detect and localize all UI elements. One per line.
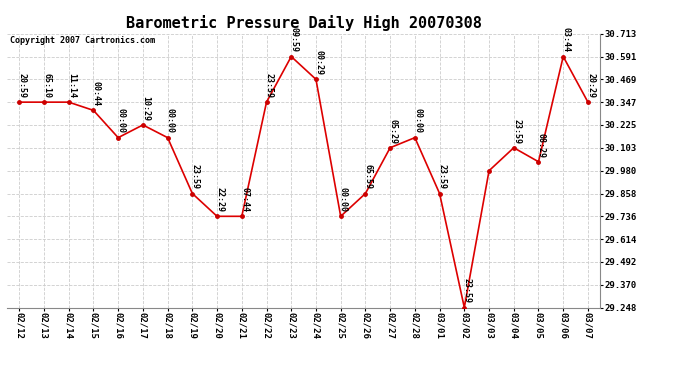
Text: 09:59: 09:59 — [290, 27, 299, 53]
Text: 00:29: 00:29 — [314, 50, 323, 75]
Text: 05:29: 05:29 — [388, 118, 397, 144]
Text: 10:29: 10:29 — [141, 96, 150, 121]
Text: 07:44: 07:44 — [240, 187, 249, 212]
Text: 23:59: 23:59 — [265, 73, 274, 98]
Text: 23:59: 23:59 — [438, 164, 447, 189]
Title: Barometric Pressure Daily High 20070308: Barometric Pressure Daily High 20070308 — [126, 15, 482, 31]
Text: 03:44: 03:44 — [562, 27, 571, 53]
Text: 00:00: 00:00 — [339, 187, 348, 212]
Text: Copyright 2007 Cartronics.com: Copyright 2007 Cartronics.com — [10, 36, 155, 45]
Text: 23:59: 23:59 — [462, 278, 471, 303]
Text: 23:59: 23:59 — [512, 118, 521, 144]
Text: 00:00: 00:00 — [166, 108, 175, 134]
Text: 22:29: 22:29 — [215, 187, 224, 212]
Text: 00:44: 00:44 — [92, 81, 101, 106]
Text: 65:59: 65:59 — [364, 164, 373, 189]
Text: 23:59: 23:59 — [190, 164, 199, 189]
Text: 11:14: 11:14 — [67, 73, 76, 98]
Text: 08:29: 08:29 — [537, 133, 546, 158]
Text: 00:00: 00:00 — [117, 108, 126, 134]
Text: 00:00: 00:00 — [413, 108, 422, 134]
Text: 20:59: 20:59 — [17, 73, 26, 98]
Text: 20:29: 20:29 — [586, 73, 595, 98]
Text: 65:10: 65:10 — [42, 73, 51, 98]
